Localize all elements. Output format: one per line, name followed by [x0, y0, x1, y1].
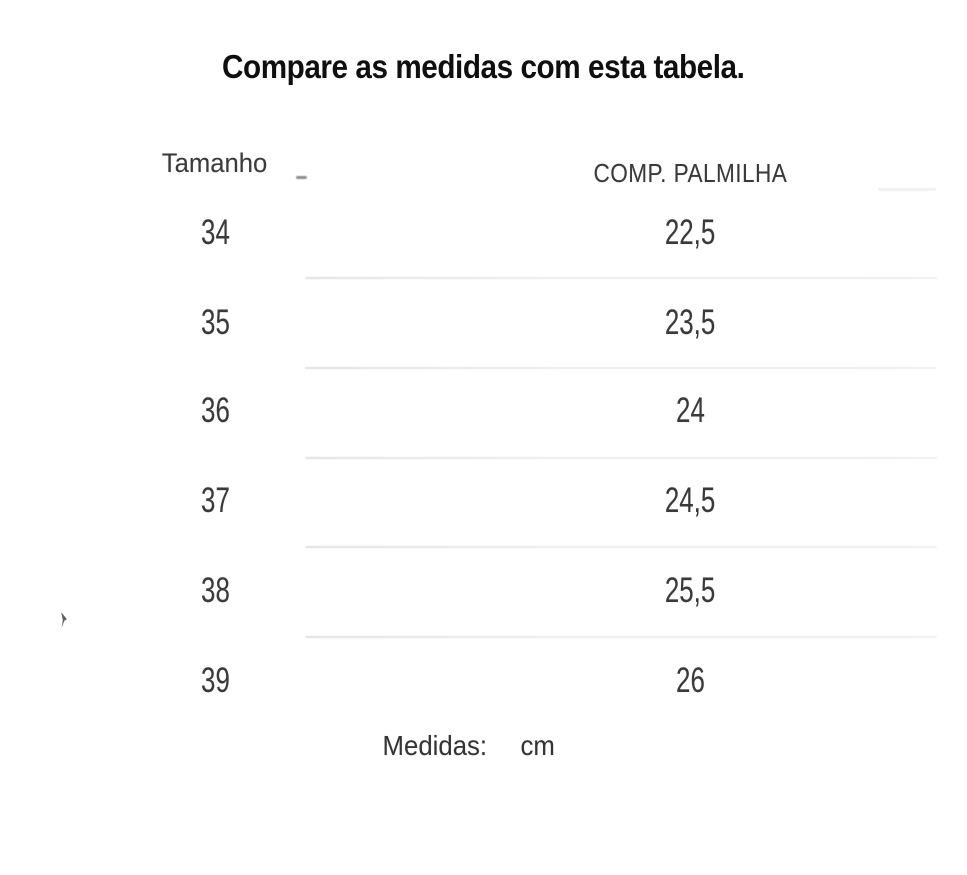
- row-divider: [305, 367, 937, 369]
- size-cell: 36: [130, 390, 300, 432]
- row-divider: [305, 457, 937, 459]
- scan-artifact-edge-mark: [61, 612, 67, 628]
- scan-artifact-dash: [296, 176, 307, 179]
- column-header-size: Tamanho: [162, 148, 268, 178]
- units-label: Medidas:: [382, 730, 488, 761]
- page-title-text: Compare as medidas com esta tabela.: [222, 48, 745, 85]
- units-value: cm: [520, 730, 555, 761]
- length-value: 26: [675, 661, 705, 700]
- length-cell: 26: [540, 660, 840, 702]
- scan-artifact-faint-line: [878, 188, 936, 191]
- length-cell: 23,5: [540, 302, 840, 344]
- size-cell: 37: [130, 480, 300, 522]
- size-cell: 35: [130, 302, 300, 344]
- size-cell: 39: [130, 660, 300, 702]
- size-cell: 34: [130, 212, 300, 254]
- column-header-insole-length: COMP. PALMILHA: [593, 158, 787, 188]
- length-value: 24: [675, 391, 705, 430]
- page-title: Compare as medidas com esta tabela.: [0, 48, 967, 86]
- length-value: 22,5: [664, 213, 716, 252]
- length-value: 25,5: [664, 571, 716, 610]
- size-cell: 38: [130, 570, 300, 612]
- size-value: 35: [200, 303, 230, 342]
- size-value: 38: [200, 571, 230, 610]
- length-cell: 24: [540, 390, 840, 432]
- size-value: 39: [200, 661, 230, 700]
- length-cell: 24,5: [540, 480, 840, 522]
- size-value: 37: [200, 481, 230, 520]
- size-value: 36: [200, 391, 230, 430]
- size-value: 34: [200, 213, 230, 252]
- row-divider: [305, 636, 937, 638]
- length-value: 23,5: [664, 303, 716, 342]
- length-value: 24,5: [664, 481, 716, 520]
- row-divider: [305, 277, 937, 279]
- units-note: Medidas: cm: [378, 728, 556, 764]
- length-cell: 25,5: [540, 570, 840, 612]
- length-cell: 22,5: [540, 212, 840, 254]
- row-divider: [305, 546, 937, 548]
